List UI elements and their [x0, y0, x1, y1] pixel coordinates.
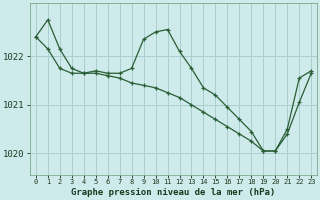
- X-axis label: Graphe pression niveau de la mer (hPa): Graphe pression niveau de la mer (hPa): [71, 188, 276, 197]
